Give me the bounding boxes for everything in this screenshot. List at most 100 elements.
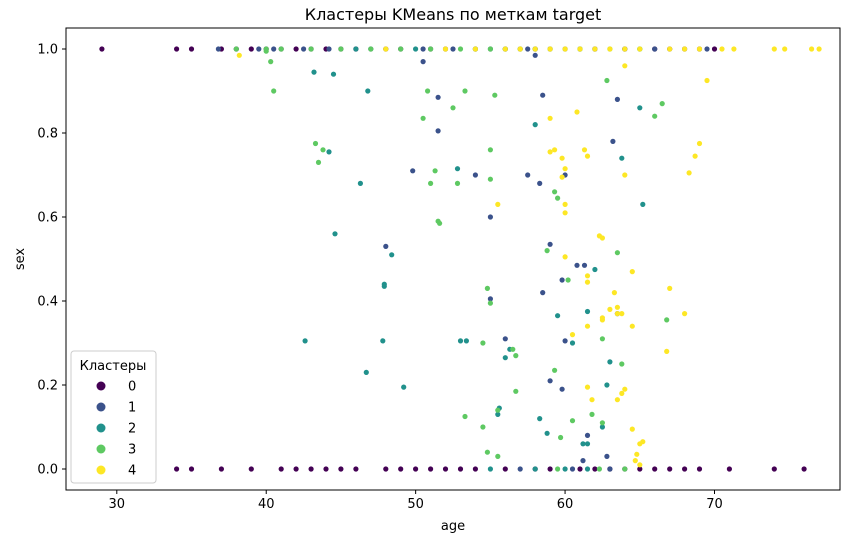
data-point-cluster-4 [667, 285, 673, 291]
data-point-cluster-1 [540, 290, 546, 296]
legend-label-0: 0 [128, 380, 136, 395]
data-point-cluster-4 [622, 46, 628, 52]
data-point-cluster-1 [525, 46, 531, 52]
data-point-cluster-0 [442, 466, 449, 472]
data-point-cluster-3 [513, 353, 519, 359]
data-point-cluster-1 [562, 338, 568, 344]
data-point-cluster-1 [256, 46, 262, 52]
data-point-cluster-0 [726, 466, 733, 472]
data-point-cluster-1 [537, 180, 543, 186]
data-point-cluster-3 [659, 101, 665, 107]
data-point-cluster-0 [174, 46, 180, 52]
data-point-cluster-2 [584, 441, 591, 447]
data-point-cluster-1 [410, 168, 416, 174]
data-point-cluster-4 [569, 332, 576, 338]
data-point-cluster-3 [278, 46, 284, 52]
data-point-cluster-2 [495, 411, 501, 417]
data-point-cluster-2 [365, 88, 371, 94]
data-point-cluster-1 [652, 46, 658, 52]
data-point-cluster-0 [174, 466, 180, 472]
data-point-cluster-0 [398, 466, 404, 472]
data-point-cluster-1 [559, 277, 565, 283]
data-point-cluster-3 [480, 424, 486, 430]
data-point-cluster-4 [383, 46, 389, 52]
data-point-cluster-1 [569, 466, 576, 472]
data-point-cluster-4 [562, 166, 568, 172]
data-point-cluster-1 [450, 46, 456, 52]
data-point-cluster-3 [487, 46, 493, 52]
data-point-cluster-2 [532, 122, 538, 128]
data-point-cluster-3 [569, 418, 576, 424]
data-point-cluster-2 [380, 338, 386, 344]
data-point-cluster-4 [607, 46, 613, 52]
data-point-cluster-3 [484, 285, 490, 291]
data-point-cluster-4 [581, 147, 588, 153]
data-point-cluster-3 [268, 59, 274, 65]
data-point-cluster-0 [353, 466, 359, 472]
data-point-cluster-4 [559, 155, 565, 161]
data-point-cluster-1 [704, 46, 710, 52]
data-point-cluster-0 [383, 466, 389, 472]
data-point-cluster-3 [614, 250, 621, 256]
data-point-cluster-1 [559, 386, 565, 392]
data-point-cluster-2 [502, 355, 508, 361]
data-point-cluster-0 [711, 46, 718, 52]
y-axis-label: sex [13, 248, 28, 271]
data-point-cluster-4 [637, 462, 643, 468]
data-point-cluster-4 [614, 397, 621, 403]
data-point-cluster-4 [629, 269, 635, 275]
data-point-cluster-1 [614, 96, 621, 102]
data-point-cluster-0 [801, 466, 807, 472]
data-point-cluster-0 [413, 466, 419, 472]
data-point-cluster-4 [719, 46, 725, 52]
data-point-cluster-1 [301, 46, 307, 52]
data-point-cluster-3 [596, 466, 603, 472]
data-point-cluster-1 [540, 92, 546, 98]
data-point-cluster-4 [547, 115, 553, 121]
legend-entries: 0 1 2 3 4 [96, 380, 136, 479]
data-point-cluster-3 [308, 46, 314, 52]
data-point-cluster-1 [215, 46, 221, 52]
data-point-cluster-2 [619, 155, 625, 161]
y-tick-label: 0.4 [37, 295, 58, 310]
data-point-cluster-2 [532, 466, 538, 472]
data-point-cluster-3 [312, 140, 319, 147]
legend-marker-4 [96, 465, 106, 475]
legend-marker-1 [96, 402, 106, 412]
data-point-cluster-4 [547, 46, 553, 52]
data-point-cluster-4 [696, 46, 703, 52]
data-point-cluster-0 [771, 466, 777, 472]
data-point-cluster-1 [547, 378, 553, 384]
data-point-cluster-4 [517, 46, 523, 52]
data-point-cluster-3 [428, 180, 434, 186]
data-point-cluster-1 [607, 466, 613, 472]
data-point-cluster-3 [263, 48, 269, 54]
data-point-cluster-4 [532, 46, 538, 52]
data-point-cluster-2 [544, 430, 550, 436]
data-point-cluster-4 [682, 311, 688, 317]
data-point-cluster-4 [634, 451, 640, 457]
data-point-cluster-4 [562, 254, 568, 260]
data-point-cluster-0 [457, 466, 464, 472]
data-point-cluster-3 [492, 92, 498, 98]
data-point-cluster-4 [584, 273, 591, 279]
data-point-cluster-1 [517, 466, 523, 472]
data-point-cluster-2 [584, 466, 591, 472]
data-point-cluster-3 [320, 147, 326, 153]
data-point-cluster-4 [632, 458, 638, 464]
data-point-cluster-3 [599, 336, 606, 342]
data-point-cluster-4 [592, 46, 598, 52]
data-point-cluster-3 [619, 361, 625, 367]
data-point-cluster-4 [562, 46, 568, 52]
data-point-cluster-2 [463, 338, 469, 344]
data-point-cluster-3 [589, 411, 595, 417]
legend-marker-0 [96, 381, 106, 391]
data-point-cluster-2 [584, 308, 591, 315]
data-point-cluster-4 [629, 426, 635, 432]
data-point-cluster-3 [604, 77, 610, 84]
data-point-cluster-3 [462, 88, 468, 94]
y-tick-label: 1.0 [37, 43, 58, 58]
chart-title: Кластеры KMeans по меткам target [305, 5, 602, 24]
data-point-cluster-2 [599, 424, 606, 430]
data-point-cluster-2 [580, 441, 586, 447]
